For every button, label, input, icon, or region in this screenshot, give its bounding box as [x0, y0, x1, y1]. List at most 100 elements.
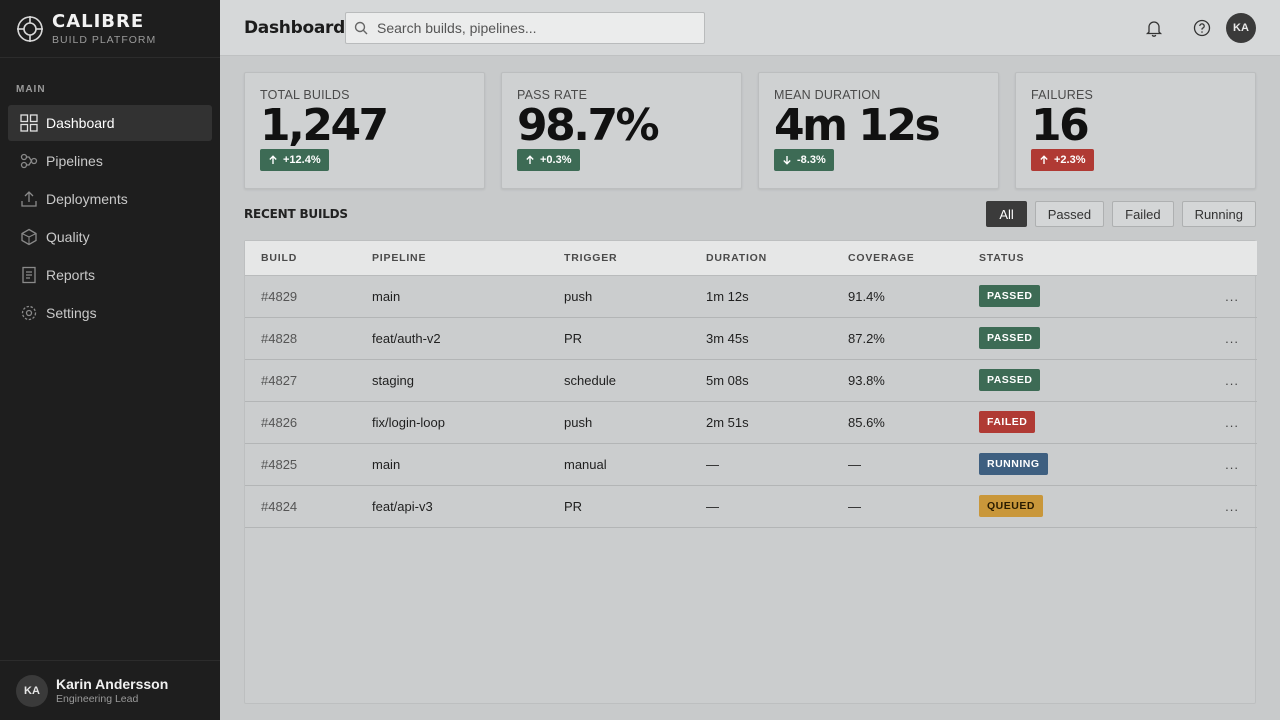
table-row[interactable]: #4826 fix/login-loop push 2m 51s 85.6% F…	[245, 401, 1257, 443]
filter-all-button[interactable]: All	[986, 201, 1027, 227]
user-role: Engineering Lead	[56, 693, 139, 705]
sidebar-item-deployments[interactable]: Deployments	[8, 181, 212, 217]
build-id[interactable]: #4829	[261, 288, 298, 304]
arrow-down-icon	[783, 156, 791, 165]
search-input[interactable]	[377, 19, 677, 36]
arrow-up-icon	[269, 155, 277, 164]
filter-failed-button[interactable]: Failed	[1112, 201, 1174, 227]
stat-card-total-builds[interactable]: TOTAL BUILDS 1,247 +12.4%	[244, 72, 485, 189]
delta-value: -8.3%	[797, 154, 826, 166]
pipeline-name: main	[372, 456, 401, 472]
user-profile[interactable]: KA Karin Andersson Engineering Lead	[0, 660, 220, 720]
column-header-pipeline[interactable]: PIPELINE	[372, 241, 564, 276]
arrow-up-icon	[526, 155, 534, 164]
section-title: RECENT BUILDS	[244, 207, 348, 221]
trigger: PR	[564, 330, 583, 346]
status-filters: All Passed Failed Running	[986, 201, 1256, 227]
delta-value: +0.3%	[540, 154, 572, 166]
column-header-status[interactable]: STATUS	[979, 241, 1179, 276]
stat-card-pass-rate[interactable]: PASS RATE 98.7% +0.3%	[501, 72, 742, 189]
delta-badge: +0.3%	[517, 149, 580, 171]
sidebar-item-label: Pipelines	[46, 153, 103, 169]
build-id[interactable]: #4826	[261, 414, 298, 430]
sidebar-item-reports[interactable]: Reports	[8, 257, 212, 293]
build-id[interactable]: #4827	[261, 372, 298, 388]
build-id[interactable]: #4828	[261, 330, 298, 346]
row-menu-button[interactable]: ...	[1225, 288, 1239, 304]
sidebar-item-quality[interactable]: Quality	[8, 219, 212, 255]
builds-table: BUILD PIPELINE TRIGGER DURATION COVERAGE…	[244, 240, 1257, 704]
sidebar-item-label: Deployments	[46, 191, 128, 207]
sidebar-item-dashboard[interactable]: Dashboard	[8, 105, 212, 141]
stat-label: PASS RATE	[517, 88, 588, 102]
sidebar-item-label: Dashboard	[46, 115, 115, 131]
stat-value: 98.7%	[517, 100, 660, 151]
row-menu-button[interactable]: ...	[1225, 498, 1239, 514]
delta-value: +12.4%	[283, 154, 321, 166]
pipeline-name: main	[372, 288, 401, 304]
sidebar-item-pipelines[interactable]: Pipelines	[8, 143, 212, 179]
table-row[interactable]: #4827 staging schedule 5m 08s 93.8% PASS…	[245, 359, 1257, 401]
table-row[interactable]: #4828 feat/auth-v2 PR 3m 45s 87.2% PASSE…	[245, 317, 1257, 359]
page-title: Dashboard	[244, 17, 345, 38]
user-name: Karin Andersson	[56, 676, 169, 692]
row-menu-button[interactable]: ...	[1225, 372, 1239, 388]
filter-running-button[interactable]: Running	[1181, 201, 1256, 227]
row-menu-button[interactable]: ...	[1225, 330, 1239, 346]
pipeline-name: feat/auth-v2	[372, 330, 441, 346]
upload-icon	[20, 190, 38, 208]
logo-icon	[17, 15, 43, 42]
column-header-coverage[interactable]: COVERAGE	[848, 241, 979, 276]
status-badge: PASSED	[979, 327, 1041, 349]
status-badge: QUEUED	[979, 495, 1043, 517]
help-button[interactable]	[1186, 12, 1218, 44]
stat-label: FAILURES	[1031, 88, 1094, 102]
coverage: —	[848, 498, 861, 514]
coverage: 91.4%	[848, 288, 885, 304]
help-icon	[1193, 19, 1211, 37]
stat-value: 1,247	[260, 100, 389, 151]
delta-badge: -8.3%	[774, 149, 834, 171]
filter-passed-button[interactable]: Passed	[1034, 201, 1105, 227]
column-header-trigger[interactable]: TRIGGER	[564, 241, 706, 276]
stat-card-mean-duration[interactable]: MEAN DURATION 4m 12s -8.3%	[758, 72, 999, 189]
column-header-build[interactable]: BUILD	[245, 241, 372, 276]
table-header-row: BUILD PIPELINE TRIGGER DURATION COVERAGE…	[245, 241, 1257, 276]
sidebar-item-label: Settings	[46, 305, 97, 321]
row-menu-button[interactable]: ...	[1225, 414, 1239, 430]
stat-card-failures[interactable]: FAILURES 16 +2.3%	[1015, 72, 1256, 189]
status-badge: FAILED	[979, 411, 1036, 433]
delta-badge: +12.4%	[260, 149, 329, 171]
table-row[interactable]: #4824 feat/api-v3 PR — — QUEUED ...	[245, 485, 1257, 527]
stat-cards: TOTAL BUILDS 1,247 +12.4% PASS RATE 98.7…	[244, 72, 1256, 189]
nav-section-label: MAIN	[16, 84, 46, 95]
brand-name: CALIBRE	[52, 10, 145, 32]
coverage: 87.2%	[848, 330, 885, 346]
stat-label: TOTAL BUILDS	[260, 88, 350, 102]
notifications-button[interactable]	[1138, 12, 1170, 44]
row-menu-button[interactable]: ...	[1225, 456, 1239, 472]
avatar[interactable]: KA	[1226, 13, 1256, 43]
trigger: manual	[564, 456, 607, 472]
duration: 3m 45s	[706, 330, 749, 346]
status-badge: PASSED	[979, 369, 1041, 391]
coverage: 93.8%	[848, 372, 885, 388]
sidebar-item-label: Quality	[46, 229, 90, 245]
table-row[interactable]: #4825 main manual — — RUNNING ...	[245, 443, 1257, 485]
trigger: push	[564, 414, 593, 430]
sidebar-item-settings[interactable]: Settings	[8, 295, 212, 331]
brand[interactable]: CALIBRE BUILD PLATFORM	[0, 0, 220, 58]
sidebar-nav: Dashboard Pipelines Deployments Quality …	[0, 105, 220, 331]
build-id[interactable]: #4824	[261, 498, 298, 514]
column-header-duration[interactable]: DURATION	[706, 241, 848, 276]
table-row[interactable]: #4829 main push 1m 12s 91.4% PASSED ...	[245, 275, 1257, 317]
sidebar-item-label: Reports	[46, 267, 96, 283]
delta-value: +2.3%	[1054, 154, 1086, 166]
arrow-up-icon	[1040, 155, 1048, 164]
stat-value: 16	[1031, 100, 1090, 151]
trigger: push	[564, 288, 593, 304]
build-id[interactable]: #4825	[261, 456, 298, 472]
search-box[interactable]	[345, 11, 705, 44]
stat-value: 4m 12s	[774, 100, 941, 151]
pipeline-name: fix/login-loop	[372, 414, 445, 430]
